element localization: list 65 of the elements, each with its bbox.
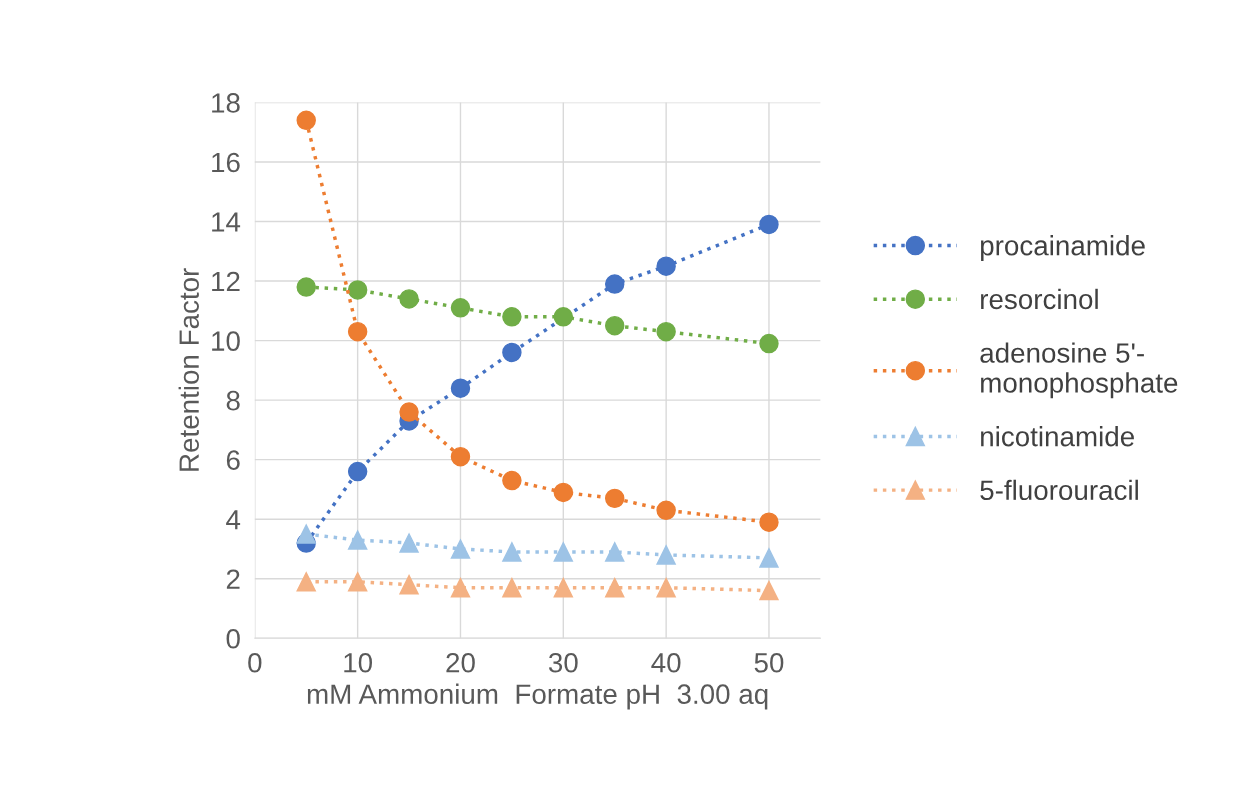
y-tick-label: 4: [226, 510, 241, 530]
x-tick-label: 30: [548, 652, 578, 673]
point: [604, 488, 625, 509]
y-tick-label: 0: [226, 628, 240, 649]
y-tick-label: 6: [226, 450, 240, 471]
point: [553, 307, 574, 327]
point: [656, 500, 676, 520]
x-tick-label: 40: [651, 652, 681, 673]
point: [553, 542, 574, 562]
point: [656, 256, 676, 276]
legend-label: procainamide: [981, 235, 1145, 261]
y-tick-label: 8: [226, 390, 240, 411]
point: [502, 307, 522, 327]
point: [502, 470, 522, 491]
point: [399, 533, 419, 553]
point: [347, 321, 368, 342]
point: [759, 214, 779, 235]
y-tick-label: 10: [212, 331, 240, 351]
point: [450, 298, 471, 318]
point: [759, 512, 779, 532]
point: [450, 446, 471, 467]
point: [296, 277, 316, 297]
point: [759, 548, 779, 568]
point: [553, 482, 574, 503]
point: [759, 580, 779, 601]
y-tick-label: 12: [212, 271, 240, 292]
y-tick-label: 18: [212, 93, 240, 113]
point: [656, 321, 676, 342]
point: [296, 571, 316, 592]
point: [450, 577, 471, 598]
point: [347, 280, 368, 300]
point: [347, 461, 368, 482]
point: [502, 542, 522, 562]
point: [604, 577, 625, 598]
point: [656, 577, 676, 598]
legend-label: adenosine 5'-monophosphate: [980, 342, 1178, 399]
point: [399, 574, 419, 595]
point: [450, 378, 471, 398]
legend-label: nicotinamide: [981, 426, 1134, 447]
point: [553, 577, 574, 598]
point: [296, 524, 316, 544]
point: [502, 342, 522, 363]
x-axis-title: mM Ammonium Formate pH 3.00 aq: [307, 683, 768, 710]
x-tick-label: 10: [344, 652, 373, 673]
x-tick-label: 20: [446, 652, 475, 673]
point: [399, 289, 419, 309]
point: [502, 577, 522, 598]
point: [450, 539, 471, 559]
point: [347, 530, 368, 550]
x-tick-label: 50: [754, 652, 784, 673]
point: [604, 542, 625, 562]
y-tick-label: 2: [226, 569, 240, 589]
y-tick-label: 16: [212, 152, 240, 173]
point: [399, 402, 419, 422]
point: [604, 274, 625, 294]
y-tick-label: 14: [212, 212, 241, 232]
x-tick-label: 0: [248, 652, 262, 673]
point: [604, 315, 625, 336]
point: [296, 110, 316, 131]
legend-label: resorcinol: [981, 288, 1098, 310]
point: [759, 333, 779, 354]
point: [347, 571, 368, 592]
legend-label: 5-fluorouracil: [980, 479, 1138, 501]
y-axis-title: Retention Factor: [178, 268, 199, 471]
point: [656, 545, 676, 565]
